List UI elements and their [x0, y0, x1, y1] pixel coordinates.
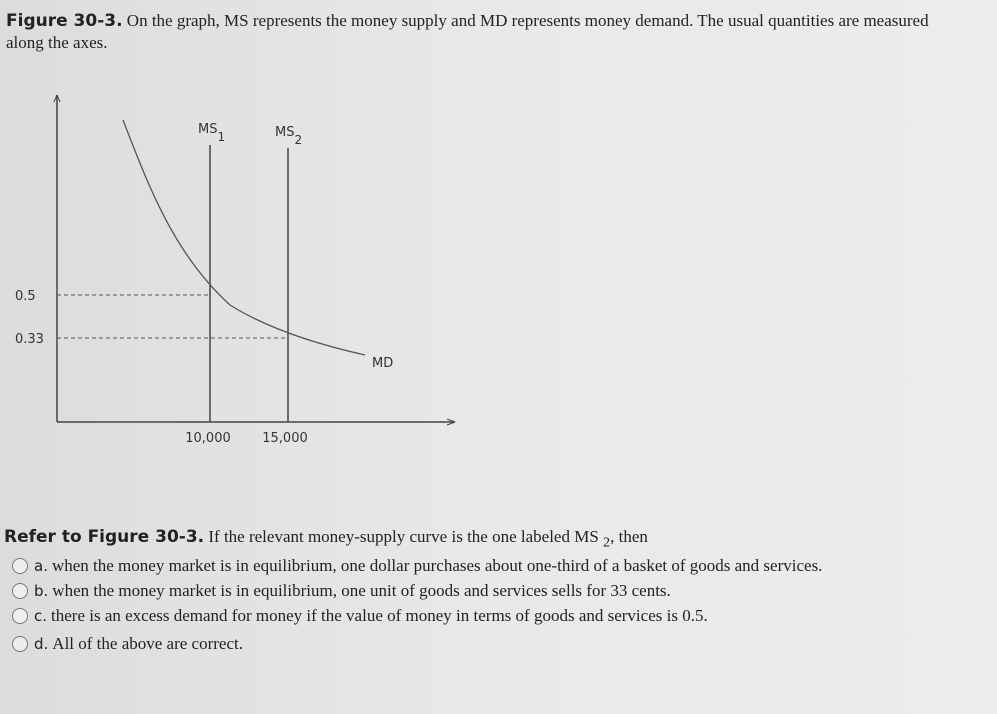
caption-label: Figure 30-3.: [6, 11, 123, 31]
option-letter: c.: [34, 607, 48, 625]
radio[interactable]: [12, 558, 28, 574]
y-label: 0.33: [15, 332, 44, 347]
question-tail: , then: [610, 527, 648, 546]
option-text: when the money market is in equilibrium,…: [52, 581, 671, 600]
graph: MS1 MS2 MD 0.5 0.33 10,000 15,000: [15, 94, 456, 446]
md-curve: [122, 119, 366, 356]
option-letter: d.: [34, 635, 49, 653]
option[interactable]: a. when the money market is in equilibriu…: [12, 556, 822, 576]
option[interactable]: c. there is an excess demand for money if…: [12, 606, 708, 626]
question: Refer to Figure 30-3. If the relevant mo…: [4, 527, 648, 551]
option-letter: b.: [34, 582, 49, 600]
x-label: 10,000: [185, 431, 231, 446]
y-label: 0.5: [15, 289, 36, 304]
question-ref: Refer to Figure 30-3.: [4, 527, 205, 547]
option-text: when the money market is in equilibrium,…: [51, 556, 823, 575]
option-text: All of the above are correct.: [52, 634, 243, 653]
md-label: MD: [372, 356, 393, 371]
option-text: there is an excess demand for money if t…: [51, 606, 708, 625]
question-text: If the relevant money-supply curve is th…: [208, 527, 599, 546]
option-letter: a.: [34, 557, 48, 575]
option[interactable]: d. All of the above are correct.: [12, 634, 243, 654]
radio[interactable]: [12, 636, 28, 652]
ms2-label: MS2: [275, 125, 302, 147]
ms1-label: MS1: [198, 122, 225, 144]
caption-text: On the graph, MS represents the money su…: [6, 11, 929, 52]
radio[interactable]: [12, 608, 28, 624]
option[interactable]: b. when the money market is in equilibriu…: [12, 581, 671, 601]
arrowheads: [53, 94, 456, 426]
question-sub: 2: [603, 534, 611, 551]
x-label: 15,000: [262, 431, 308, 446]
radio[interactable]: [12, 583, 28, 599]
caption: Figure 30-3. On the graph, MS represents…: [6, 10, 966, 54]
